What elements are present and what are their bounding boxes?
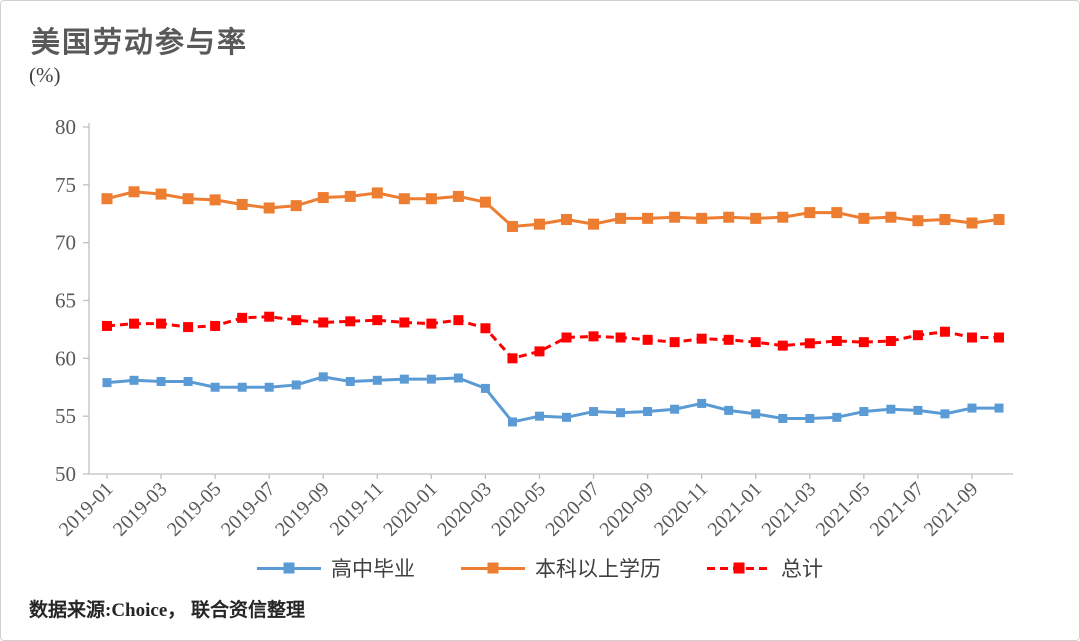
svg-text:2019-11: 2019-11 xyxy=(326,478,388,540)
legend-item-bachelor: 本科以上学历 xyxy=(461,553,661,583)
svg-text:65: 65 xyxy=(55,289,76,313)
svg-text:80: 80 xyxy=(55,115,76,139)
chart-legend: 高中毕业 本科以上学历 总计 xyxy=(1,553,1079,583)
svg-text:2020-09: 2020-09 xyxy=(595,478,658,541)
svg-text:75: 75 xyxy=(55,173,76,197)
svg-text:2021-01: 2021-01 xyxy=(704,478,767,541)
svg-text:55: 55 xyxy=(55,404,76,428)
svg-text:2020-11: 2020-11 xyxy=(650,478,712,540)
legend-line-marker-icon xyxy=(707,566,771,570)
svg-text:2021-05: 2021-05 xyxy=(812,478,875,541)
svg-text:2020-05: 2020-05 xyxy=(487,478,550,541)
svg-text:2019-03: 2019-03 xyxy=(109,478,172,541)
svg-text:2021-03: 2021-03 xyxy=(758,478,821,541)
legend-line-marker-icon xyxy=(461,566,525,570)
legend-label: 本科以上学历 xyxy=(535,557,661,581)
svg-text:50: 50 xyxy=(55,462,76,486)
svg-text:70: 70 xyxy=(55,231,76,255)
legend-label: 总计 xyxy=(781,557,823,581)
svg-text:2020-07: 2020-07 xyxy=(541,478,604,541)
svg-text:2019-01: 2019-01 xyxy=(55,478,118,541)
y-axis-unit-label: (%) xyxy=(29,63,61,87)
legend-label: 高中毕业 xyxy=(331,557,415,581)
svg-text:2020-01: 2020-01 xyxy=(379,478,442,541)
line-chart: 505560657075802019-012019-032019-052019-… xyxy=(55,115,1013,541)
svg-text:2020-03: 2020-03 xyxy=(433,478,496,541)
data-source-note: 数据来源:Choice， 联合资信整理 xyxy=(29,600,306,621)
svg-text:2021-09: 2021-09 xyxy=(920,478,983,541)
svg-text:2019-07: 2019-07 xyxy=(217,478,280,541)
svg-text:2019-09: 2019-09 xyxy=(271,478,334,541)
legend-item-total: 总计 xyxy=(707,553,823,583)
legend-line-marker-icon xyxy=(257,566,321,570)
svg-text:2021-07: 2021-07 xyxy=(866,478,929,541)
chart-title: 美国劳动参与率 xyxy=(31,27,249,59)
legend-item-highschool: 高中毕业 xyxy=(257,553,415,583)
svg-text:2019-05: 2019-05 xyxy=(163,478,226,541)
svg-text:60: 60 xyxy=(55,346,76,370)
